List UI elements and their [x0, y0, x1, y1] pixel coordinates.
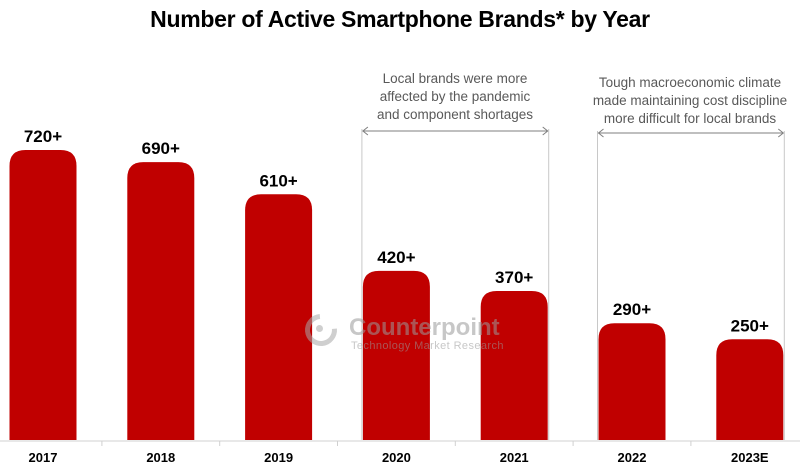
watermark: Counterpoint Technology Market Research	[298, 307, 505, 356]
annotation-line: made maintaining cost discipline	[592, 93, 788, 108]
x-axis: 2017 2018 2019 2020 2021 2022 2023E	[0, 440, 800, 465]
bars-group	[9, 150, 784, 441]
x-tick-label: 2022	[618, 450, 647, 465]
data-label: 290+	[613, 300, 651, 319]
annotation-line: Local brands were more	[382, 71, 528, 86]
x-tick-label: 2017	[29, 450, 58, 465]
annotation-line: and component shortages	[376, 107, 534, 122]
bar-2018	[127, 162, 195, 441]
bar-2017	[9, 150, 77, 440]
annotation-line: affected by the pandemic	[379, 89, 531, 104]
x-tick-label: 2019	[264, 450, 293, 465]
bar-2023E	[716, 339, 784, 440]
arrow-right-icon	[542, 126, 549, 136]
x-tick-label: 2018	[146, 450, 175, 465]
data-label: 370+	[495, 268, 533, 287]
bar-2022	[598, 323, 666, 440]
arrow-left-icon	[597, 128, 604, 138]
data-label: 690+	[142, 139, 180, 158]
logo-dot	[316, 325, 323, 332]
x-tick-label: 2021	[500, 450, 529, 465]
arrow-right-icon	[777, 128, 785, 138]
annotation-line: Tough macroeconomic climate	[598, 75, 782, 90]
x-tick-label: 2020	[382, 450, 411, 465]
annotation-pandemic: Local brands were more affected by the p…	[355, 70, 555, 124]
chart-title: Number of Active Smartphone Brands* by Y…	[150, 6, 650, 32]
data-label: 250+	[731, 316, 769, 335]
bar-2020	[362, 270, 430, 440]
watermark-name: Counterpoint	[349, 314, 500, 341]
annotation-brackets	[361, 126, 785, 440]
x-tick-label: 2023E	[731, 450, 769, 465]
data-label: 720+	[24, 127, 62, 146]
bar-2019	[245, 194, 313, 440]
data-label: 610+	[259, 171, 297, 190]
arrow-left-icon	[362, 126, 369, 136]
watermark-tagline: Technology Market Research	[351, 340, 504, 352]
annotation-macroeconomic: Tough macroeconomic climate made maintai…	[580, 74, 800, 128]
annotation-line: more difficult for local brands	[603, 111, 777, 126]
data-labels-group: 720+ 690+ 610+ 420+ 370+ 290+ 250+	[24, 127, 769, 335]
data-label: 420+	[377, 248, 415, 267]
bar-2021	[480, 290, 548, 440]
